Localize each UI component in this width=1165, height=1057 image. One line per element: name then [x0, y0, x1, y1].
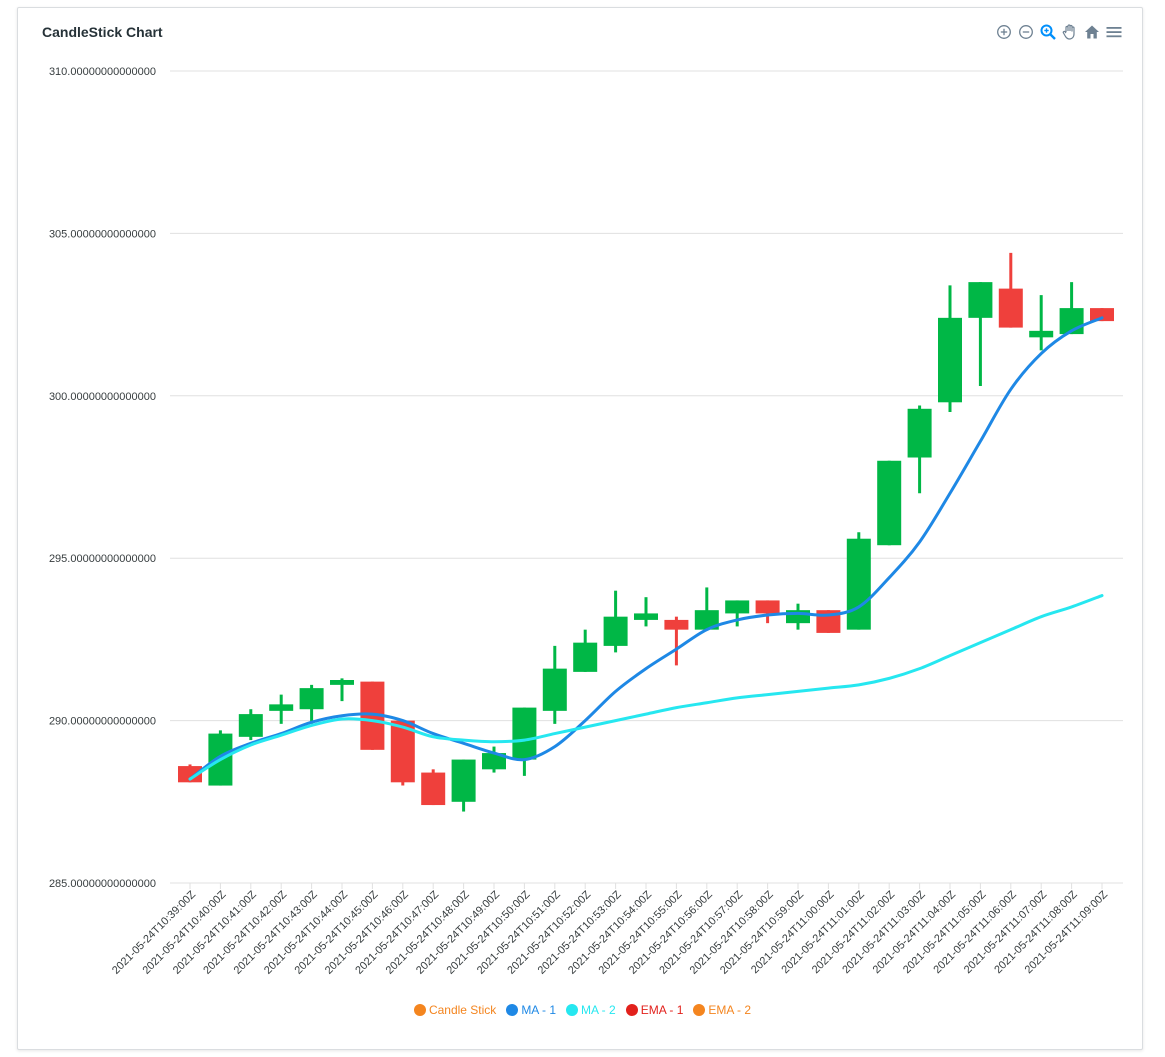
candle[interactable]	[968, 282, 993, 387]
candle[interactable]	[938, 285, 962, 413]
candle[interactable]	[907, 405, 932, 494]
candle-body	[998, 288, 1023, 328]
candle[interactable]	[755, 600, 780, 624]
candle[interactable]	[1029, 295, 1054, 351]
candle[interactable]	[694, 587, 719, 630]
legend: Candle Stick MA - 1 MA - 2 EMA - 1 EMA - 2	[0, 1003, 1165, 1017]
legend-label: MA - 1	[521, 1003, 556, 1017]
candle[interactable]	[269, 694, 294, 724]
candle-body	[542, 668, 567, 711]
y-tick-label: 290.00000000000000	[49, 716, 156, 728]
y-axis: 285.00000000000000 290.00000000000000 295.…	[49, 66, 156, 890]
candle-body	[877, 460, 902, 546]
candle-body	[269, 704, 294, 711]
candle[interactable]	[451, 759, 476, 812]
y-tick-label: 300.00000000000000	[49, 391, 156, 403]
candles	[178, 252, 1114, 812]
legend-label: MA - 2	[581, 1003, 616, 1017]
chart-toolbar	[994, 22, 1126, 42]
candle[interactable]	[998, 252, 1023, 328]
pan-icon[interactable]	[1060, 22, 1080, 42]
candle[interactable]	[330, 678, 354, 702]
candle-body	[178, 766, 202, 783]
candle[interactable]	[482, 746, 506, 773]
candle-body	[1090, 308, 1114, 322]
candle-body	[1029, 330, 1054, 338]
y-tick-label: 285.00000000000000	[49, 878, 156, 890]
legend-label: EMA - 2	[708, 1003, 752, 1017]
legend-label: EMA - 1	[640, 1003, 684, 1017]
candle-body	[755, 600, 780, 614]
series-line-ma-2	[188, 594, 1104, 781]
candle-body	[694, 610, 719, 630]
menu-icon[interactable]	[1104, 22, 1124, 42]
candle[interactable]	[664, 616, 689, 666]
home-icon[interactable]	[1082, 22, 1102, 42]
y-tick-label: 305.00000000000000	[49, 228, 156, 240]
candle-body	[634, 613, 658, 620]
candle-body	[482, 753, 506, 770]
candle[interactable]	[786, 603, 810, 630]
series-lines	[188, 316, 1104, 781]
chart-card	[17, 7, 1143, 1050]
legend-item[interactable]: MA - 1	[506, 1003, 556, 1017]
candle-body	[573, 642, 598, 672]
candle[interactable]	[725, 600, 750, 627]
candle[interactable]	[603, 590, 628, 653]
candle-body	[299, 688, 324, 710]
candle-body	[968, 282, 993, 318]
legend-item[interactable]: MA - 2	[566, 1003, 616, 1017]
candle-body	[238, 714, 263, 737]
candle[interactable]	[421, 769, 446, 806]
candle[interactable]	[877, 460, 902, 546]
y-tick-label: 295.00000000000000	[49, 553, 156, 565]
chart-title: CandleStick Chart	[42, 24, 163, 40]
zoom-in-icon[interactable]	[994, 22, 1014, 42]
legend-marker	[506, 1004, 519, 1016]
candle[interactable]	[238, 709, 263, 741]
zoom-out-icon[interactable]	[1016, 22, 1036, 42]
candle[interactable]	[512, 707, 537, 776]
candle[interactable]	[542, 645, 567, 724]
legend-item[interactable]: Candle Stick	[413, 1003, 497, 1017]
zoom-select-icon[interactable]	[1038, 22, 1058, 42]
legend-item[interactable]: EMA - 1	[625, 1003, 684, 1017]
candle-body	[846, 538, 871, 630]
legend-item[interactable]: EMA - 2	[693, 1003, 751, 1017]
candle-body	[330, 680, 354, 685]
candle-body	[664, 619, 689, 630]
candle-body	[421, 772, 446, 806]
candle-body	[603, 616, 628, 646]
candle-body	[938, 317, 962, 403]
candle[interactable]	[846, 532, 871, 630]
x-axis-labels: 2021-05-24T10:39:00Z2021-05-24T10:40:00Z…	[110, 888, 1110, 976]
candle-body	[451, 759, 476, 802]
x-axis	[170, 882, 1123, 889]
candlestick-chart: 285.00000000000000 290.00000000000000 295.…	[49, 66, 1123, 977]
legend-marker	[566, 1004, 578, 1016]
legend-marker	[413, 1004, 426, 1016]
grid-lines	[170, 70, 1123, 884]
candle-body	[725, 600, 750, 614]
candle[interactable]	[299, 684, 324, 724]
candle[interactable]	[634, 597, 658, 627]
y-tick-label: 310.00000000000000	[49, 66, 156, 78]
candle[interactable]	[573, 629, 598, 672]
series-line-ma-1	[188, 316, 1104, 781]
legend-marker	[693, 1004, 706, 1016]
legend-marker	[625, 1004, 638, 1016]
legend-label: Candle Stick	[428, 1003, 497, 1017]
candle-body	[907, 408, 932, 458]
candle-body	[512, 707, 537, 760]
